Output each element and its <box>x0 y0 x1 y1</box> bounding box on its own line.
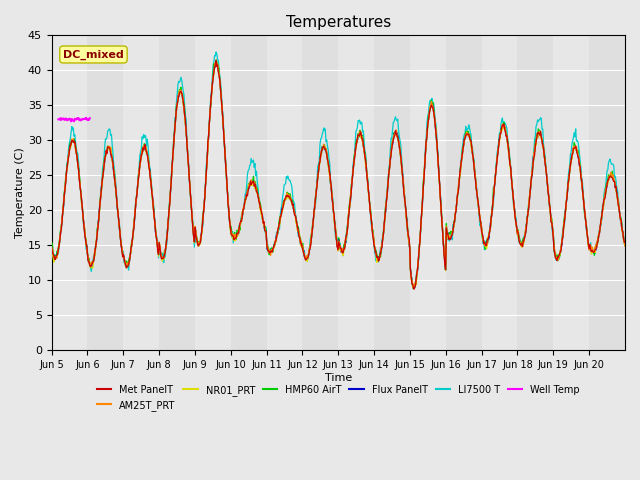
Bar <box>195 36 231 350</box>
Legend: Met PanelT, AM25T_PRT, NR01_PRT, HMP60 AirT, Flux PanelT, LI7500 T, Well Temp: Met PanelT, AM25T_PRT, NR01_PRT, HMP60 A… <box>93 381 584 415</box>
Bar <box>303 36 339 350</box>
Bar <box>482 36 518 350</box>
Bar <box>589 36 625 350</box>
Title: Temperatures: Temperatures <box>285 15 391 30</box>
Y-axis label: Temperature (C): Temperature (C) <box>15 147 25 238</box>
Bar <box>554 36 589 350</box>
Bar <box>231 36 267 350</box>
Bar <box>446 36 482 350</box>
Bar <box>52 36 88 350</box>
Bar <box>518 36 554 350</box>
X-axis label: Time: Time <box>324 372 352 383</box>
Text: DC_mixed: DC_mixed <box>63 49 124 60</box>
Bar <box>410 36 446 350</box>
Bar <box>267 36 303 350</box>
Bar <box>374 36 410 350</box>
Bar <box>339 36 374 350</box>
Bar <box>124 36 159 350</box>
Bar <box>88 36 124 350</box>
Bar <box>159 36 195 350</box>
